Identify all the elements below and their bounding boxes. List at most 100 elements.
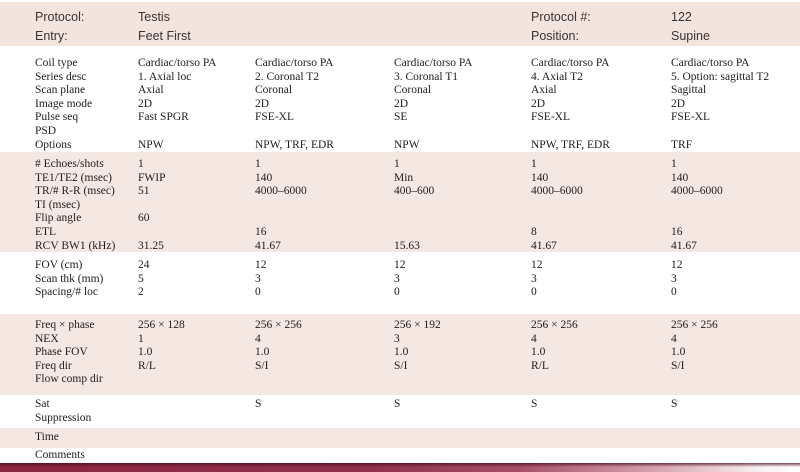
- protocol-number-label: Protocol #:: [531, 9, 591, 24]
- cell-value: 2. Coronal T2: [255, 70, 319, 83]
- cell-value: 4. Axial T2: [531, 70, 583, 83]
- position-value: Supine: [671, 28, 710, 43]
- cell-value: Axial: [531, 84, 557, 97]
- table-row: FOV (cm) 24 12 12 12 12: [35, 259, 796, 273]
- cell-value: 1: [255, 158, 261, 170]
- protocol-number-value: 122: [671, 9, 692, 24]
- cell-value: 140: [531, 171, 549, 184]
- cell-value: 1. Axial loc: [138, 70, 192, 83]
- protocol-label: Protocol:: [35, 9, 85, 24]
- cell-value: 31.25: [138, 239, 164, 252]
- cell-value: 24: [138, 259, 150, 271]
- entry-value: Feet First: [138, 28, 191, 43]
- cell-value: S: [394, 398, 401, 410]
- row-label: RCV BW1 (kHz): [35, 239, 116, 252]
- protocol-value: Testis: [138, 9, 170, 24]
- row-label: Time: [35, 431, 59, 443]
- row-label: ETL: [35, 225, 57, 238]
- cell-value: 1.0: [394, 346, 409, 359]
- cell-value: NPW: [138, 138, 164, 151]
- cell-value: S/I: [394, 359, 408, 372]
- table-row: Image mode 2D 2D 2D 2D 2D: [35, 98, 796, 112]
- table-row: Phase FOV 1.0 1.0 1.0 1.0 1.0: [35, 346, 796, 360]
- table-row: Scan plane Axial Coronal Coronal Axial Sagitt…: [35, 84, 796, 98]
- row-label: Freq dir: [35, 359, 72, 372]
- cell-value: 3: [671, 272, 677, 285]
- row-label: TE1/TE2 (msec): [35, 171, 112, 184]
- cell-value: S: [255, 398, 262, 410]
- table-row: Freq dir R/L S/I S/I R/L S/I: [35, 360, 796, 374]
- table-row: TI (msec): [35, 199, 796, 213]
- cell-value: 256 × 256: [531, 319, 578, 331]
- row-label: Sat Suppression: [35, 398, 92, 424]
- cell-value: FSE-XL: [671, 111, 710, 124]
- cell-value: 3. Coronal T1: [394, 70, 458, 83]
- cell-value: 256 × 128: [138, 319, 185, 331]
- cell-value: 3: [394, 332, 400, 345]
- cell-value: 400–600: [394, 185, 435, 198]
- row-label: TI (msec): [35, 198, 81, 211]
- cell-value: 60: [138, 212, 150, 225]
- row-label: Spacing/# loc: [35, 286, 98, 299]
- cell-value: NPW, TRF, EDR: [255, 138, 334, 151]
- cell-value: 256 × 192: [394, 319, 441, 331]
- header-separator: [0, 46, 800, 54]
- cell-value: 256 × 256: [255, 319, 302, 331]
- cell-value: 0: [671, 286, 677, 299]
- row-label: NEX: [35, 332, 59, 345]
- cell-value: 4: [255, 332, 261, 345]
- cell-value: Cardiac/torso PA: [138, 57, 217, 69]
- header-row: Entry: Feet First Position: Supine: [35, 26, 800, 45]
- cell-value: 2D: [394, 97, 409, 110]
- row-label: PSD: [35, 124, 57, 137]
- cell-value: 51: [138, 185, 150, 198]
- cell-value: 2D: [138, 97, 153, 110]
- table-row: Freq × phase 256 × 128 256 × 256 256 × 192 2…: [35, 319, 796, 333]
- cell-value: SE: [394, 111, 408, 124]
- cell-value: Sagittal: [671, 84, 707, 97]
- header-row: Protocol: Testis Protocol #: 122: [35, 7, 800, 26]
- cell-value: FSE-XL: [255, 111, 294, 124]
- cell-value: 12: [394, 259, 406, 271]
- cell-value: 3: [531, 272, 537, 285]
- cell-value: 2D: [531, 97, 546, 110]
- table-row: RCV BW1 (kHz) 31.25 41.67 15.63 41.67 41.67: [35, 240, 796, 254]
- table-row: TR/# R-R (msec) 51 4000–6000 400–600 4000–60…: [35, 185, 796, 199]
- table-row: Pulse seq Fast SPGR FSE-XL SE FSE-XL FSE-XL: [35, 111, 796, 125]
- cell-value: 0: [255, 286, 261, 299]
- cell-value: TRF: [671, 138, 693, 151]
- table-section: FOV (cm) 24 12 12 12 12 Scan thk (mm) 5 3 3 3 3 Spac…: [0, 252, 800, 314]
- table-section: Comments: [0, 448, 800, 463]
- cell-value: 256 × 256: [671, 319, 718, 331]
- cell-value: R/L: [531, 359, 549, 372]
- cell-value: 140: [671, 171, 689, 184]
- cell-value: 1.0: [255, 346, 270, 359]
- cell-value: 0: [394, 286, 400, 299]
- cell-value: 1: [531, 158, 537, 170]
- table-row: Flip angle 60: [35, 212, 796, 226]
- cell-value: S/I: [255, 359, 269, 372]
- row-label: FOV (cm): [35, 259, 83, 271]
- position-label: Position:: [531, 28, 579, 43]
- table-section: Time: [0, 428, 800, 448]
- table-row: Coil type Cardiac/torso PA Cardiac/torso P…: [35, 57, 796, 71]
- table-row: PSD: [35, 125, 796, 139]
- table-section: Sat Suppression S S S S: [0, 395, 800, 428]
- cell-value: S: [671, 398, 678, 410]
- cell-value: 1: [671, 158, 677, 170]
- cell-value: 2: [138, 286, 144, 299]
- row-label: Series desc: [35, 70, 87, 83]
- cell-value: 4: [531, 332, 537, 345]
- table-row: Sat Suppression S S S S: [35, 398, 796, 425]
- cell-value: 4000–6000: [671, 185, 723, 198]
- cell-value: 16: [255, 225, 267, 238]
- row-label: Pulse seq: [35, 111, 79, 124]
- table-section: Coil type Cardiac/torso PA Cardiac/torso P…: [0, 54, 800, 152]
- cell-value: Cardiac/torso PA: [255, 57, 334, 69]
- table-row: Flow comp dir: [35, 373, 796, 387]
- cell-value: 5. Option: sagittal T2: [671, 70, 770, 83]
- row-label: Options: [35, 138, 72, 151]
- table-row: Series desc 1. Axial loc 2. Coronal T2 3. C…: [35, 71, 796, 85]
- protocol-table: Coil type Cardiac/torso PA Cardiac/torso P…: [0, 54, 800, 463]
